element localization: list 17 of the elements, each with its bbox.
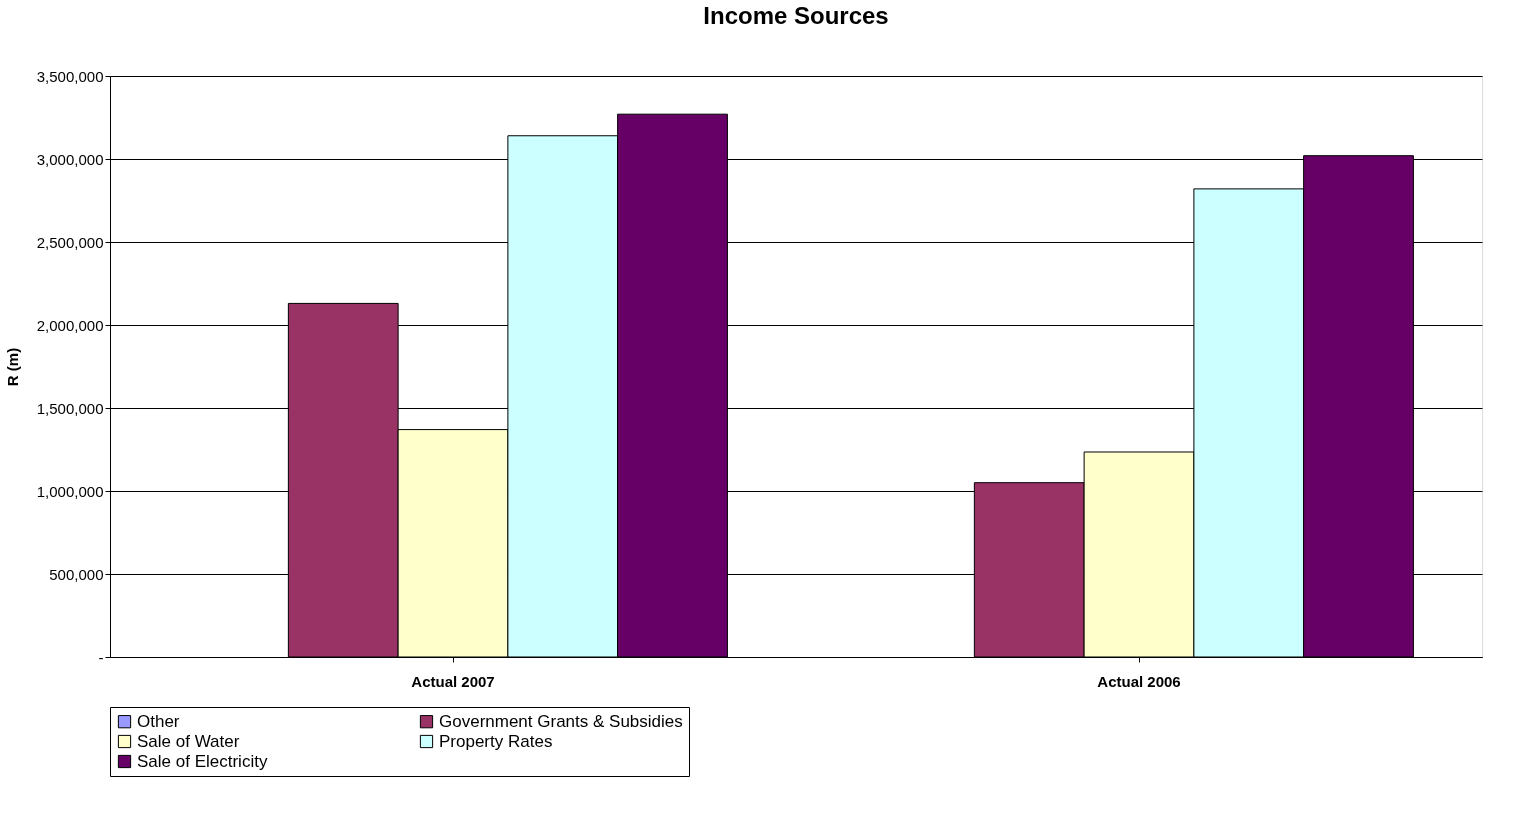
- x-tick-label: Actual 2006: [1097, 672, 1181, 690]
- y-axis-title: R (m): [3, 347, 21, 387]
- y-tick-label: 1,500,000: [36, 399, 104, 417]
- legend-label: Other: [137, 711, 180, 731]
- chart-title: Income Sources: [703, 2, 889, 29]
- y-tick-label: 3,000,000: [36, 150, 104, 168]
- y-tick-label: 2,000,000: [36, 316, 104, 334]
- x-tick-label: Actual 2007: [411, 672, 495, 690]
- y-tick-label: 3,500,000: [36, 67, 104, 85]
- legend-label: Sale of Water: [137, 731, 240, 751]
- y-tick-label: 500,000: [49, 565, 104, 583]
- y-tick-label: -: [98, 648, 104, 666]
- legend-label: Property Rates: [439, 731, 553, 751]
- y-tick-label: 1,000,000: [36, 482, 104, 500]
- legend-label: Sale of Electricity: [137, 751, 268, 771]
- legend-label: Government Grants & Subsidies: [439, 711, 683, 731]
- y-tick-label: 2,500,000: [36, 233, 104, 251]
